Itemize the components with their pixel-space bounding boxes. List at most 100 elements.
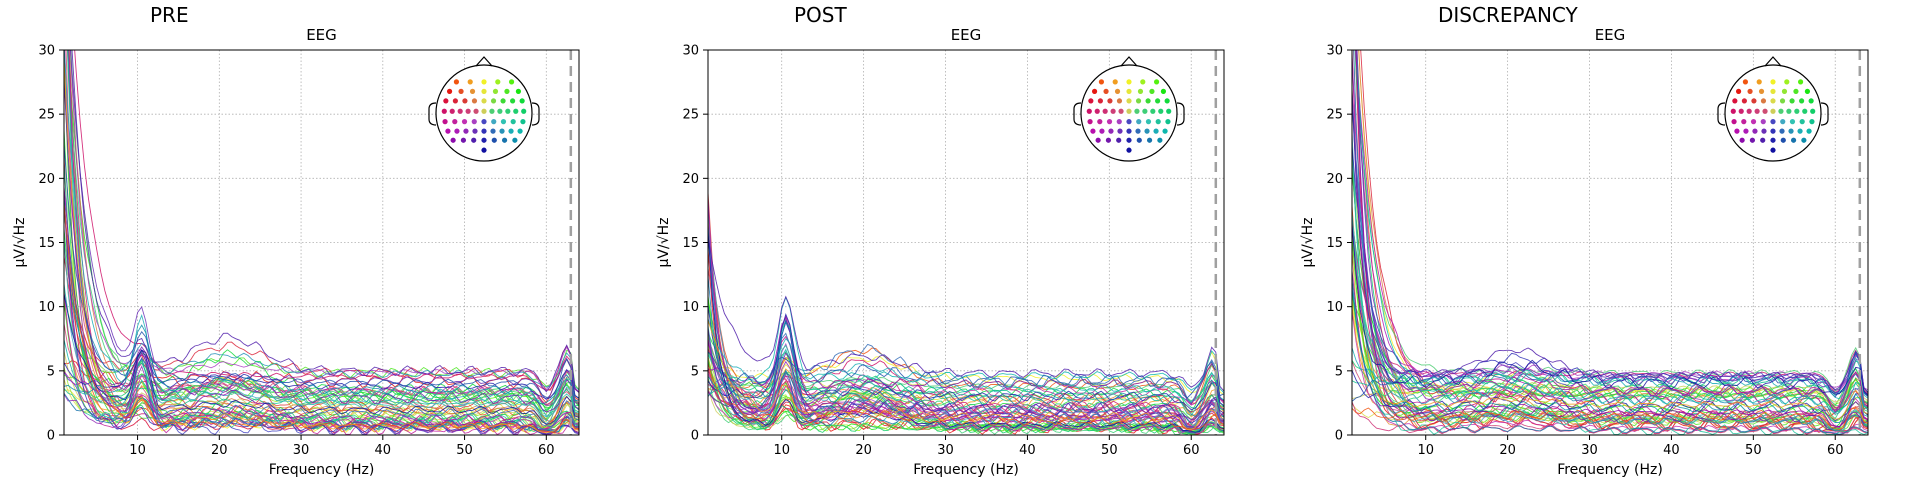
channel-line (1355, 50, 1868, 414)
sensor-dot (1090, 128, 1096, 134)
sensor-dot (520, 119, 526, 125)
sensor-dot (443, 98, 449, 104)
sensor-dot (1126, 108, 1132, 114)
sensor-dot (1146, 137, 1153, 143)
channel-line (1355, 50, 1868, 428)
grid (708, 49, 1224, 436)
sensor-dot (1135, 98, 1142, 104)
channel-line (67, 50, 579, 407)
sensor-dot (1779, 128, 1785, 134)
x-tick-label: 10 (773, 443, 790, 458)
sensor-dot (452, 119, 458, 125)
channel-lines (64, 50, 579, 435)
sensor-dot (1126, 147, 1132, 153)
psd-panel-2: POST EEG 10 20 30 40 50 60 0 5 10 15 20 25 30 Frequency… (656, 3, 1225, 478)
channel-line (1352, 234, 1868, 423)
sensor-dot (491, 137, 497, 143)
channel-line (68, 50, 579, 431)
sensor-dot (1770, 88, 1776, 94)
sensor-dot (481, 98, 487, 104)
sensor-dot (467, 79, 473, 85)
sensor-dot (497, 108, 503, 114)
channel-line (1354, 50, 1868, 431)
sensor-dot (1789, 119, 1796, 125)
channel-line (1352, 238, 1868, 431)
sensor-dot (1793, 88, 1799, 94)
sensor-dot (1134, 108, 1140, 114)
sensor-dot (469, 88, 476, 94)
sensor-dot (1158, 108, 1164, 114)
sensor-dot (1738, 108, 1744, 114)
channel-line (708, 340, 1224, 434)
sensor-dot (1756, 79, 1762, 85)
channel-line (64, 202, 579, 434)
sensor-dot (1126, 98, 1132, 104)
x-tick-label: 40 (375, 443, 392, 458)
sensor-dot (1808, 98, 1814, 104)
channel-line (708, 344, 1224, 416)
channel-line (1352, 224, 1868, 391)
sensor-dot (1799, 119, 1805, 125)
y-tick-label: 20 (1326, 172, 1343, 187)
sensor-dot (1797, 128, 1803, 134)
sensor-dot (1760, 137, 1766, 143)
channel-line (708, 230, 1224, 433)
x-tick-label: 10 (1417, 443, 1434, 458)
panel-title: PRE (150, 3, 189, 27)
y-tick-label: 5 (691, 364, 699, 379)
sensor-dot (1770, 128, 1776, 134)
sensor-dot (1106, 119, 1113, 125)
sensor-dot (1747, 88, 1753, 94)
y-tick-label: 10 (1326, 300, 1343, 315)
channel-line (64, 349, 579, 400)
y-tick-label: 5 (47, 364, 55, 379)
sensor-dot (505, 108, 511, 114)
sensor-dot (1087, 119, 1093, 125)
sensor-dot (1117, 128, 1123, 134)
sensor-dot (1761, 128, 1767, 134)
sensor-dot (1126, 137, 1132, 143)
sensor-dot (1802, 108, 1808, 114)
sensor-dot (490, 128, 496, 134)
channel-line (64, 392, 579, 433)
channel-line (1355, 50, 1868, 394)
sensor-dot (1095, 137, 1101, 143)
sensor-dot (1153, 79, 1160, 85)
channel-line (1352, 56, 1868, 411)
y-tick-label: 15 (38, 236, 55, 251)
y-axis-label: µV/√Hz (1300, 218, 1316, 268)
x-tick-label: 10 (129, 443, 146, 458)
sensor-dot (1760, 98, 1767, 104)
sensor-dot (1142, 108, 1148, 114)
x-tick-label: 40 (1663, 443, 1680, 458)
sensor-dot (1099, 128, 1105, 134)
channel-line (1352, 350, 1868, 402)
sensor-dot (458, 88, 464, 94)
channel-line (1356, 50, 1868, 393)
sensor-dot (450, 137, 456, 143)
sensor-dot (481, 88, 487, 94)
sensor-dot (481, 137, 487, 143)
sensor-dot (1144, 128, 1150, 134)
sensor-dot (1780, 119, 1786, 125)
sensor-dot (481, 128, 487, 134)
sensor-dot (481, 119, 487, 125)
nose-icon (475, 56, 493, 67)
sensor-dot (472, 128, 478, 134)
sensor-dot (1145, 98, 1151, 104)
sensor-dot (481, 79, 487, 85)
channel-line (67, 50, 579, 409)
sensor-dot (1770, 108, 1776, 114)
sensor-dot (1165, 119, 1171, 125)
sensor-dot (489, 108, 495, 114)
sensor-dot (1116, 98, 1123, 104)
sensor-dot (1741, 119, 1747, 125)
sensor-dot (1126, 79, 1132, 85)
sensor-dot (519, 98, 525, 104)
channel-lines (1352, 50, 1868, 435)
sensor-dot (1741, 98, 1747, 104)
sensor-dot (1098, 79, 1105, 85)
channel-line (708, 352, 1224, 421)
channel-line (1352, 93, 1868, 432)
sensor-dot (1103, 88, 1109, 94)
